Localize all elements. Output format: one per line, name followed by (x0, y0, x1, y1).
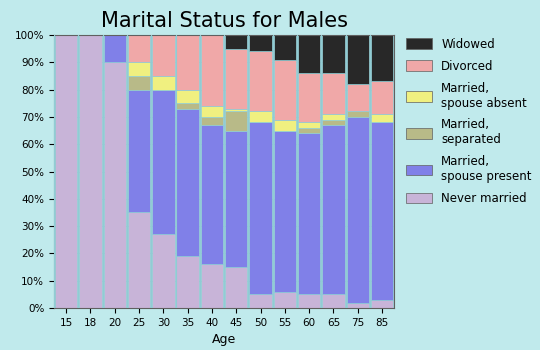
Bar (128, 90, 150, 212)
Bar (225, 35, 247, 49)
Bar (322, 294, 345, 308)
Bar (128, 212, 150, 308)
Bar (201, 35, 223, 106)
Bar (274, 60, 296, 120)
Bar (152, 35, 174, 76)
Bar (152, 234, 174, 308)
Bar (274, 131, 296, 292)
Bar (104, 62, 126, 308)
Bar (298, 35, 320, 73)
Bar (225, 49, 247, 109)
Bar (274, 120, 296, 131)
Bar (225, 267, 247, 308)
Bar (347, 117, 369, 302)
Bar (274, 35, 296, 60)
Bar (201, 264, 223, 308)
Bar (298, 133, 320, 294)
Bar (201, 106, 223, 117)
Bar (371, 114, 393, 122)
Bar (128, 76, 150, 90)
Bar (249, 35, 272, 51)
Bar (177, 90, 199, 103)
Bar (225, 131, 247, 267)
Bar (371, 35, 393, 82)
Bar (298, 128, 320, 133)
Bar (371, 122, 393, 300)
Bar (371, 82, 393, 114)
Bar (104, 35, 126, 62)
Bar (201, 125, 223, 264)
Bar (152, 90, 174, 234)
Bar (298, 73, 320, 122)
Bar (298, 122, 320, 128)
Legend: Widowed, Divorced, Married,
spouse absent, Married,
separated, Married,
spouse p: Widowed, Divorced, Married, spouse absen… (403, 35, 534, 208)
Bar (128, 62, 150, 76)
Bar (177, 103, 199, 109)
Bar (347, 111, 369, 117)
Bar (201, 117, 223, 125)
Bar (225, 111, 247, 131)
Bar (225, 109, 247, 111)
Bar (249, 122, 272, 294)
Bar (322, 73, 345, 114)
Bar (371, 300, 393, 308)
Bar (79, 35, 102, 308)
Bar (322, 35, 345, 73)
Bar (347, 302, 369, 308)
Bar (298, 294, 320, 308)
Bar (177, 35, 199, 90)
Bar (249, 111, 272, 122)
Bar (322, 125, 345, 294)
Bar (177, 109, 199, 256)
Bar (274, 292, 296, 308)
Bar (322, 114, 345, 120)
X-axis label: Age: Age (212, 333, 236, 346)
Bar (249, 294, 272, 308)
Bar (249, 51, 272, 111)
Bar (152, 76, 174, 90)
Bar (347, 84, 369, 111)
Bar (55, 35, 77, 308)
Title: Marital Status for Males: Marital Status for Males (100, 10, 348, 31)
Bar (177, 256, 199, 308)
Bar (128, 35, 150, 62)
Bar (347, 35, 369, 84)
Bar (322, 120, 345, 125)
